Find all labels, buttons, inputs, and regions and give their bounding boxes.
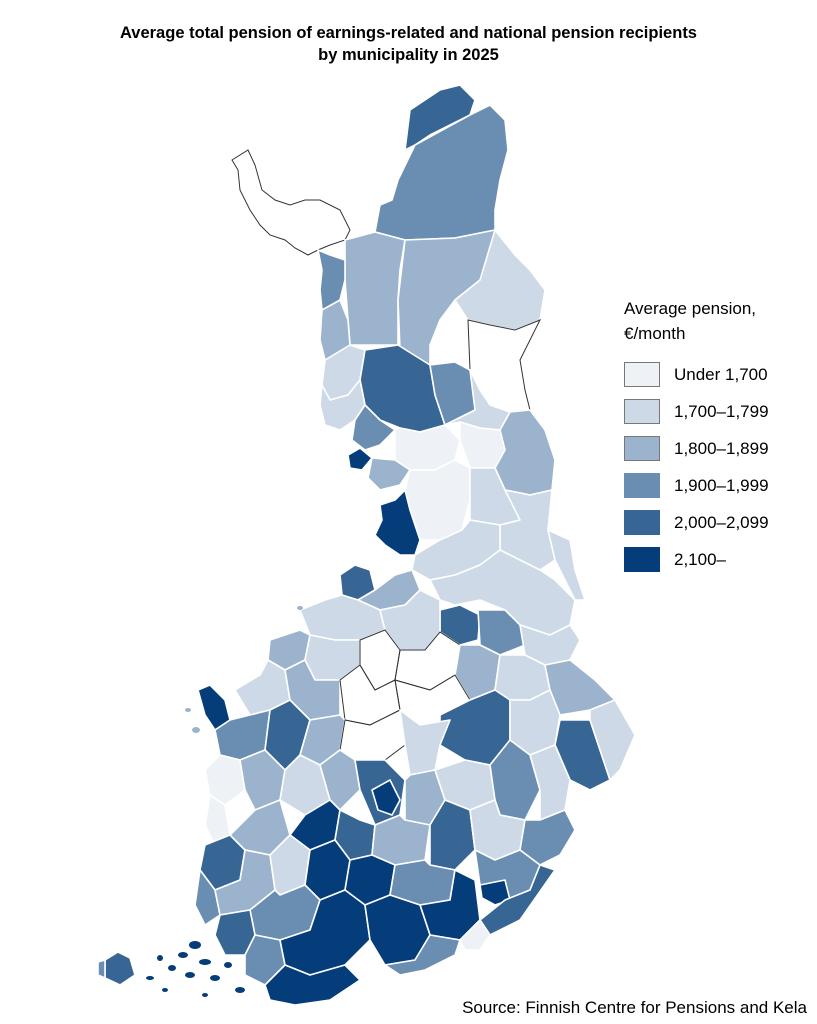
chart-title: Average total pension of earnings-relate… bbox=[0, 22, 817, 66]
region-east-border bbox=[589, 699, 636, 781]
region-kuhmo bbox=[547, 529, 586, 601]
region-jyvaskyla-n bbox=[399, 709, 451, 776]
legend-swatch bbox=[624, 547, 660, 572]
region-sodankyla bbox=[397, 229, 496, 366]
legend-item-1900-1999: 1,900–1,999 bbox=[624, 467, 769, 504]
legend-swatch bbox=[624, 436, 660, 461]
archipelago-islands bbox=[146, 941, 245, 997]
legend-label: Under 1,700 bbox=[674, 364, 768, 384]
legend-swatch bbox=[624, 362, 660, 387]
legend-label: 2,000–2,099 bbox=[674, 512, 769, 532]
region-interior-7 bbox=[339, 709, 406, 761]
region-rauma bbox=[194, 869, 221, 926]
legend-item-1800-1899: 1,800–1,899 bbox=[624, 430, 769, 467]
region-kemi bbox=[347, 447, 373, 471]
region-aland bbox=[104, 951, 136, 986]
legend-item-2100-plus: 2,100– bbox=[624, 541, 769, 578]
legend-label: 2,100– bbox=[674, 549, 726, 569]
coastal-islands bbox=[185, 606, 303, 733]
legend-swatch bbox=[624, 510, 660, 535]
legend-item-under-1700: Under 1,700 bbox=[624, 356, 769, 393]
legend-swatch bbox=[624, 473, 660, 498]
region-central-ostrobothnia bbox=[304, 634, 361, 681]
chart-title-line1: Average total pension of earnings-relate… bbox=[119, 24, 697, 42]
region-helsinki bbox=[264, 964, 361, 1006]
legend-swatch bbox=[624, 399, 660, 424]
region-lahti-n bbox=[371, 814, 431, 866]
legend-label: 1,900–1,999 bbox=[674, 475, 769, 495]
chart-title-line2: by municipality in 2025 bbox=[318, 46, 499, 64]
region-enontekio bbox=[231, 149, 351, 256]
region-tervola bbox=[351, 404, 396, 451]
legend-label: 1,800–1,899 bbox=[674, 438, 769, 458]
region-kajaani-area bbox=[429, 549, 576, 636]
region-kotka bbox=[459, 919, 491, 951]
legend-item-2000-2099: 2,000–2,099 bbox=[624, 504, 769, 541]
region-kuusamo bbox=[494, 409, 556, 496]
source-note: Source: Finnish Centre for Pensions and … bbox=[462, 998, 807, 1017]
region-simo bbox=[367, 457, 411, 491]
legend-title-line1: Average pension, bbox=[624, 299, 757, 318]
legend-title: Average pension, €/month bbox=[624, 296, 769, 346]
legend-item-1700-1799: 1,700–1,799 bbox=[624, 393, 769, 430]
region-aland-w bbox=[97, 959, 106, 979]
region-sotkamo bbox=[439, 604, 481, 646]
region-loviisa bbox=[384, 934, 461, 976]
legend: Average pension, €/month Under 1,700 1,7… bbox=[624, 296, 769, 578]
legend-label: 1,700–1,799 bbox=[674, 401, 769, 421]
legend-title-line2: €/month bbox=[624, 324, 686, 343]
region-kittila bbox=[344, 231, 406, 346]
region-jamsa-ring bbox=[371, 779, 401, 816]
region-utsjoki bbox=[404, 84, 476, 151]
